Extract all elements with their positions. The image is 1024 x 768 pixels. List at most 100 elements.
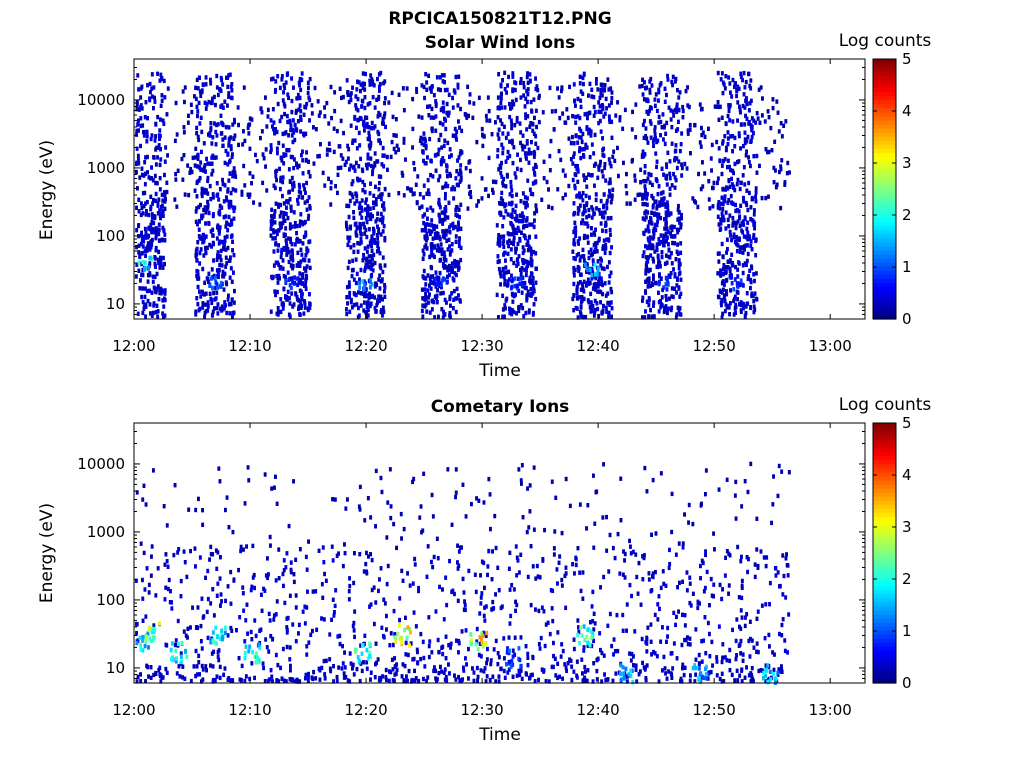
heatmap-cell [301, 281, 304, 287]
heatmap-cell [381, 255, 385, 260]
heatmap-cell [646, 224, 650, 229]
heatmap-cell [659, 119, 663, 125]
heatmap-cell [721, 90, 725, 96]
heatmap-cell [654, 280, 657, 286]
heatmap-cell [221, 239, 224, 245]
heatmap-cell [582, 648, 586, 653]
heatmap-cell [432, 281, 436, 286]
heatmap-cell [599, 109, 603, 115]
heatmap-cell [433, 315, 437, 320]
heatmap-cell [345, 78, 349, 83]
heatmap-cell [291, 266, 294, 271]
heatmap-cell [367, 259, 370, 264]
heatmap-cell [369, 216, 373, 222]
heatmap-cell [230, 88, 234, 93]
colorbar-segment [873, 119, 896, 125]
heatmap-cell [143, 248, 147, 254]
heatmap-cell [604, 229, 608, 234]
heatmap-cell [371, 95, 375, 100]
heatmap-cell [332, 613, 336, 618]
heatmap-cell [511, 99, 514, 104]
heatmap-cell [673, 286, 677, 291]
heatmap-cell [576, 315, 580, 320]
heatmap-cell [549, 138, 553, 144]
heatmap-cell [293, 123, 297, 128]
heatmap-cell [287, 259, 291, 265]
heatmap-cell [643, 152, 647, 157]
heatmap-cell [427, 228, 431, 233]
heatmap-cell [779, 167, 783, 172]
heatmap-cell [299, 108, 303, 114]
heatmap-cell [285, 113, 289, 119]
heatmap-cell [736, 274, 740, 279]
heatmap-cell [677, 216, 681, 221]
heatmap-cell [290, 133, 294, 138]
heatmap-cell [736, 100, 740, 105]
heatmap-cell [379, 566, 383, 571]
heatmap-cell [577, 268, 581, 273]
heatmap-cell [427, 654, 431, 660]
heatmap-cell [191, 155, 195, 161]
heatmap-cell [370, 282, 374, 287]
heatmap-cell [206, 191, 210, 196]
heatmap-cell [438, 270, 442, 276]
heatmap-cell [279, 665, 282, 671]
heatmap-cell [585, 202, 588, 208]
heatmap-cell [712, 582, 716, 587]
heatmap-cell [163, 172, 166, 178]
heatmap-cell [749, 205, 753, 210]
heatmap-cell [720, 679, 724, 684]
heatmap-cell [144, 253, 147, 258]
heatmap-cell [749, 139, 753, 144]
heatmap-cell [608, 611, 612, 617]
heatmap-cell [708, 206, 712, 211]
heatmap-cell [324, 578, 328, 583]
heatmap-cell [481, 143, 485, 149]
heatmap-cell [228, 171, 232, 176]
heatmap-cell [194, 155, 197, 160]
heatmap-cell [247, 194, 251, 199]
heatmap-cell [499, 82, 503, 87]
heatmap-cell [150, 94, 154, 99]
heatmap-cell [142, 204, 146, 209]
heatmap-cell [304, 131, 308, 136]
heatmap-cell [371, 214, 374, 219]
heatmap-cell [218, 664, 222, 670]
heatmap-cell [577, 251, 580, 257]
heatmap-cell [277, 243, 280, 248]
heatmap-cell [512, 235, 516, 241]
heatmap-cell [439, 242, 443, 247]
heatmap-cell [440, 247, 444, 252]
heatmap-cell [205, 156, 208, 162]
heatmap-cell [742, 244, 746, 249]
heatmap-cell [506, 83, 509, 88]
heatmap-cell [573, 183, 577, 189]
heatmap-cell [287, 236, 290, 241]
heatmap-cell [603, 223, 607, 228]
heatmap-cell [588, 154, 592, 160]
heatmap-cell [504, 209, 508, 214]
heatmap-cell [524, 96, 528, 101]
heatmap-cell [451, 133, 455, 138]
heatmap-cell [368, 206, 372, 211]
heatmap-cell [645, 278, 649, 283]
heatmap-cell [608, 227, 612, 233]
heatmap-cell [264, 164, 267, 169]
heatmap-cell [523, 195, 527, 200]
heatmap-cell [203, 205, 207, 210]
heatmap-cell [346, 143, 350, 149]
heatmap-cell [653, 97, 657, 102]
heatmap-cell [655, 212, 659, 217]
heatmap-cell [272, 213, 276, 218]
heatmap-cell [135, 169, 138, 175]
heatmap-cell [640, 153, 644, 158]
heatmap-cell [748, 268, 752, 273]
heatmap-cell [305, 605, 309, 610]
heatmap-cell [631, 157, 634, 163]
heatmap-cell [377, 246, 381, 251]
heatmap-cell [292, 85, 295, 90]
heatmap-cell [556, 661, 560, 666]
heatmap-cell [675, 283, 679, 288]
heatmap-cell [279, 309, 283, 315]
heatmap-cell [534, 134, 538, 139]
